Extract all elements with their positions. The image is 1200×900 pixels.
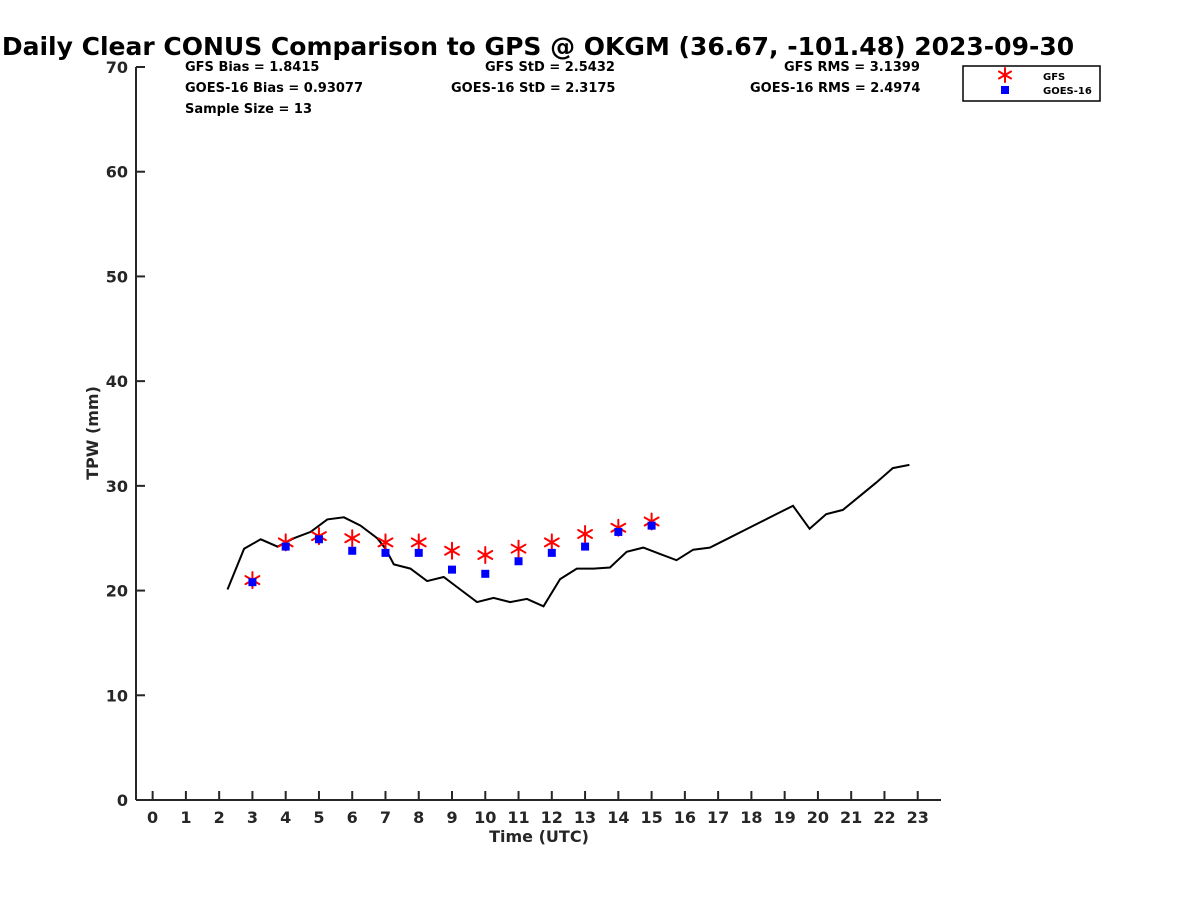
y-tick-label: 40 bbox=[106, 372, 128, 391]
gfs-std-text: GFS StD = 2.5432 bbox=[485, 60, 615, 75]
goes16-point bbox=[248, 578, 257, 587]
goes16-point bbox=[314, 535, 323, 544]
x-tick-label: 15 bbox=[640, 808, 662, 827]
x-tick-label: 19 bbox=[774, 808, 796, 827]
y-tick-label: 30 bbox=[106, 477, 128, 496]
sample-size-text: Sample Size = 13 bbox=[185, 102, 312, 117]
x-tick-label: 10 bbox=[474, 808, 496, 827]
legend-gfs-label: GFS bbox=[1043, 72, 1065, 83]
gfs-rms-text: GFS RMS = 3.1399 bbox=[784, 60, 920, 75]
y-tick-label: 0 bbox=[117, 791, 128, 810]
x-tick-label: 16 bbox=[674, 808, 696, 827]
goes16-point bbox=[581, 542, 590, 551]
x-tick-label: 7 bbox=[380, 808, 391, 827]
legend-gfs-marker bbox=[997, 67, 1013, 83]
goes16-point bbox=[647, 521, 656, 530]
gfs-point bbox=[377, 533, 394, 552]
chart-title: Daily Clear CONUS Comparison to GPS @ OK… bbox=[2, 32, 1074, 61]
gfs-point bbox=[477, 545, 494, 564]
x-tick-label: 23 bbox=[907, 808, 929, 827]
x-tick-label: 20 bbox=[807, 808, 829, 827]
legend: GFS GOES-16 bbox=[962, 65, 1101, 102]
x-tick-label: 3 bbox=[247, 808, 258, 827]
x-tick-label: 18 bbox=[740, 808, 762, 827]
y-tick-label: 10 bbox=[106, 686, 128, 705]
x-tick-label: 4 bbox=[280, 808, 291, 827]
x-axis-label: Time (UTC) bbox=[489, 827, 589, 846]
y-tick-label: 60 bbox=[106, 163, 128, 182]
plot-area bbox=[226, 463, 910, 608]
x-tick-label: 14 bbox=[607, 808, 629, 827]
goes16-point bbox=[547, 548, 556, 557]
goes16-point bbox=[614, 527, 623, 536]
statistics-block: GFS Bias = 1.8415 GFS StD = 2.5432 GFS R… bbox=[185, 60, 920, 117]
legend-goes16-marker bbox=[1001, 86, 1009, 94]
goes16-std-text: GOES-16 StD = 2.3175 bbox=[451, 81, 615, 96]
gfs-point bbox=[410, 533, 427, 552]
gfs-bias-text: GFS Bias = 1.8415 bbox=[185, 60, 319, 75]
legend-goes16-label: GOES-16 bbox=[1043, 86, 1092, 97]
gfs-point bbox=[510, 539, 527, 558]
goes16-rms-text: GOES-16 RMS = 2.4974 bbox=[750, 81, 920, 96]
gfs-point bbox=[344, 529, 361, 548]
x-tick-label: 13 bbox=[574, 808, 596, 827]
x-tick-label: 2 bbox=[214, 808, 225, 827]
goes16-point bbox=[514, 557, 523, 566]
gfs-point bbox=[444, 541, 460, 560]
goes16-bias-text: GOES-16 Bias = 0.93077 bbox=[185, 81, 363, 96]
legend-gfs-asterisk bbox=[997, 67, 1013, 83]
goes16-point bbox=[448, 565, 457, 574]
x-tick-label: 11 bbox=[507, 808, 529, 827]
goes16-point bbox=[414, 548, 423, 557]
goes16-point bbox=[381, 548, 390, 557]
x-tick-label: 12 bbox=[541, 808, 563, 827]
x-tick-label: 17 bbox=[707, 808, 729, 827]
gfs-point bbox=[543, 533, 560, 552]
x-tick-label: 5 bbox=[313, 808, 324, 827]
gps-tpw-line bbox=[226, 463, 910, 608]
y-tick-label: 20 bbox=[106, 582, 128, 601]
goes16-point bbox=[348, 546, 357, 555]
x-tick-label: 6 bbox=[347, 808, 358, 827]
gfs-point bbox=[577, 525, 593, 544]
x-tick-label: 8 bbox=[413, 808, 424, 827]
y-axis-label: TPW (mm) bbox=[83, 386, 102, 480]
x-tick-label: 1 bbox=[180, 808, 191, 827]
goes16-point bbox=[281, 542, 290, 551]
x-tick-label: 22 bbox=[873, 808, 895, 827]
x-tick-label: 9 bbox=[446, 808, 457, 827]
x-tick-label: 0 bbox=[147, 808, 158, 827]
y-tick-label: 70 bbox=[106, 58, 128, 77]
x-tick-label: 21 bbox=[840, 808, 862, 827]
legend-box bbox=[962, 65, 1101, 102]
goes16-point bbox=[481, 569, 490, 578]
y-tick-label: 50 bbox=[106, 267, 128, 286]
